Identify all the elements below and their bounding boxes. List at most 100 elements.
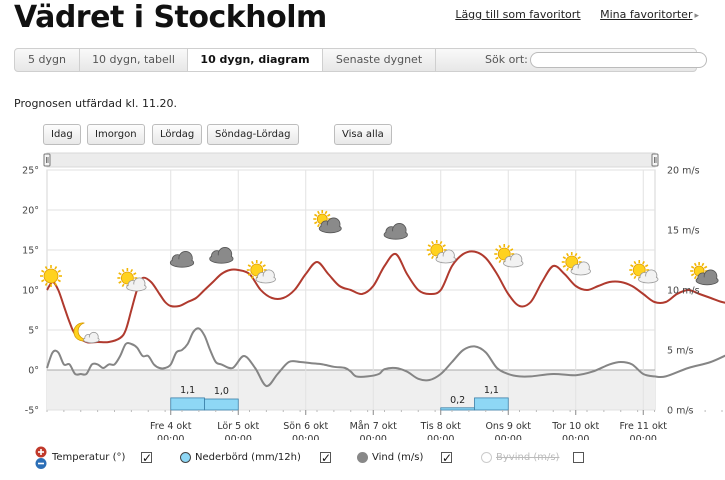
tab-5-dygn[interactable]: 5 dygn — [15, 49, 80, 71]
sun-ray — [577, 256, 581, 260]
precipitation-swatch-icon — [180, 452, 191, 463]
sondag-lordag-button[interactable]: Söndag-Lördag — [207, 124, 299, 145]
gust-checkbox[interactable] — [573, 452, 584, 463]
sun-ray — [251, 275, 254, 280]
sun-ray — [431, 255, 434, 260]
sun-ray — [642, 260, 645, 265]
lordag-button[interactable]: Lördag — [152, 124, 203, 145]
legend-wind-label: Vind (m/s) — [372, 452, 424, 463]
x-time-label: 00:00 — [157, 434, 184, 440]
sun-ray — [630, 264, 634, 268]
sun-ray — [427, 244, 432, 248]
sun-ray — [566, 267, 569, 272]
precipitation-label: 1,1 — [484, 385, 499, 396]
y-left-tick: 25° — [22, 166, 39, 177]
sun-ray — [54, 266, 58, 270]
sun-ray — [259, 260, 263, 265]
tab-senaste-dygnet[interactable]: Senaste dygnet — [323, 49, 436, 71]
cloud-part — [210, 255, 233, 263]
x-day-label: Sön 6 okt — [283, 421, 328, 432]
imorgon-button[interactable]: Imorgon — [87, 124, 145, 145]
cloud-part — [571, 268, 590, 275]
precipitation-bar — [474, 397, 509, 411]
sun-ray — [693, 275, 697, 280]
x-day-label: Lör 5 okt — [217, 421, 259, 432]
wind-swatch-icon — [357, 452, 368, 463]
sun-ray — [327, 213, 331, 217]
plus-minus-icon[interactable] — [35, 446, 49, 470]
cloud-part — [84, 337, 99, 343]
cloud-part — [256, 276, 275, 283]
sun-cloud-icon — [629, 260, 659, 284]
cloud-sun-icon — [690, 262, 719, 286]
below-zero-band — [47, 370, 655, 410]
y-left-tick: 0° — [28, 366, 39, 377]
weather-chart: 1,1 1,0 0,2 1,1 25° 20° 15° 10° 5° 0° -5° 20 m/s 15… — [22, 152, 725, 440]
x-time-label: 00:00 — [225, 434, 252, 440]
sun-ray — [633, 275, 637, 280]
x-time-label: 00:00 — [427, 434, 454, 440]
precipitation-label: 1,0 — [214, 386, 229, 397]
search-input[interactable] — [530, 52, 707, 68]
y-left-tick: 10° — [22, 286, 39, 297]
cloud-icon — [383, 223, 408, 240]
sun-ray — [507, 244, 510, 249]
x-day-label: Fre 4 okt — [150, 421, 192, 432]
cloud-part — [436, 256, 455, 263]
sun-ray — [44, 282, 48, 286]
idag-button[interactable]: Idag — [43, 124, 81, 145]
sun-ray — [498, 259, 502, 264]
add-favorite-link[interactable]: Lägg till som favoritort — [455, 8, 581, 21]
x-time-label: 00:00 — [360, 434, 387, 440]
cloud-part — [639, 276, 658, 283]
cloud-icon — [169, 251, 195, 268]
arrow-right-icon: ▸ — [694, 11, 699, 21]
y-left-tick: 20° — [22, 206, 39, 217]
y-right-tick: 15 m/s — [667, 226, 700, 237]
cloud-part — [384, 231, 407, 239]
sun-ray — [314, 221, 318, 225]
sun-ray — [247, 272, 252, 276]
sun-ray — [427, 252, 432, 256]
temperature-checkbox[interactable] — [141, 447, 152, 469]
cloud-part — [320, 225, 341, 232]
top-links: Lägg till som favoritort Mina favoritort… — [439, 8, 699, 21]
legend-temperature-label: Temperatur (°) — [52, 452, 126, 463]
tab-10-dygn-tabell[interactable]: 10 dygn, tabell — [80, 49, 188, 71]
sun-ray — [251, 260, 254, 265]
sun-ray — [121, 268, 125, 273]
tab-bar: 5 dygn 10 dygn, tabell 10 dygn, diagram … — [14, 48, 707, 72]
gust-swatch-icon — [481, 452, 492, 463]
cloud-part — [127, 284, 146, 291]
sun-ray — [41, 269, 45, 273]
x-day-label: Tis 8 okt — [420, 421, 461, 432]
sun-ray — [118, 280, 122, 284]
wind-checkbox[interactable] — [441, 447, 452, 469]
y-left-tick: 5° — [28, 326, 39, 337]
sun-ray — [118, 272, 122, 276]
sun-cloud-icon — [494, 244, 524, 268]
sun-ray — [130, 268, 134, 273]
precipitation-bar — [440, 407, 475, 411]
x-time-label: 00:00 — [495, 434, 522, 440]
sun-ray — [121, 283, 125, 288]
x-time-label: 00:00 — [562, 434, 589, 440]
sun-ray — [693, 262, 697, 267]
sun-ray — [54, 282, 58, 286]
y-left-tick: 15° — [22, 246, 39, 257]
sun-disc — [43, 268, 59, 284]
sun-ray — [690, 265, 695, 269]
moon-cloud-icon — [73, 322, 100, 344]
sun-icon — [40, 265, 62, 287]
page-title: Vädret i Stockholm — [14, 0, 327, 35]
legend-gust-label: Byvind (m/s) — [496, 452, 560, 463]
visa-alla-button[interactable]: Visa alla — [334, 124, 392, 145]
precipitation-checkbox[interactable] — [320, 447, 331, 469]
sun-ray — [690, 273, 695, 277]
x-day-label: Ons 9 okt — [485, 421, 531, 432]
issued-time: Prognosen utfärdad kl. 11.20. — [14, 97, 177, 110]
tab-10-dygn-diagram[interactable]: 10 dygn, diagram — [188, 49, 323, 71]
sun-ray — [247, 264, 252, 268]
legend-precipitation-label: Nederbörd (mm/12h) — [195, 452, 301, 463]
my-favorites-link[interactable]: Mina favoritorter — [600, 8, 693, 21]
